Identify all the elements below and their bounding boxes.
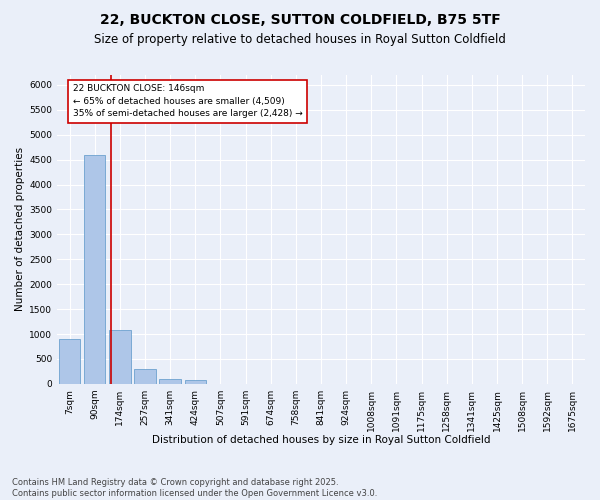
Text: 22 BUCKTON CLOSE: 146sqm
← 65% of detached houses are smaller (4,509)
35% of sem: 22 BUCKTON CLOSE: 146sqm ← 65% of detach… <box>73 84 302 118</box>
Text: 22, BUCKTON CLOSE, SUTTON COLDFIELD, B75 5TF: 22, BUCKTON CLOSE, SUTTON COLDFIELD, B75… <box>100 12 500 26</box>
Text: Contains HM Land Registry data © Crown copyright and database right 2025.
Contai: Contains HM Land Registry data © Crown c… <box>12 478 377 498</box>
Bar <box>84 154 106 384</box>
Bar <box>185 380 206 384</box>
Bar <box>59 339 80 384</box>
Bar <box>160 380 181 384</box>
Bar <box>109 330 131 384</box>
Text: Size of property relative to detached houses in Royal Sutton Coldfield: Size of property relative to detached ho… <box>94 32 506 46</box>
Bar <box>134 368 156 384</box>
X-axis label: Distribution of detached houses by size in Royal Sutton Coldfield: Distribution of detached houses by size … <box>152 435 490 445</box>
Y-axis label: Number of detached properties: Number of detached properties <box>15 148 25 312</box>
